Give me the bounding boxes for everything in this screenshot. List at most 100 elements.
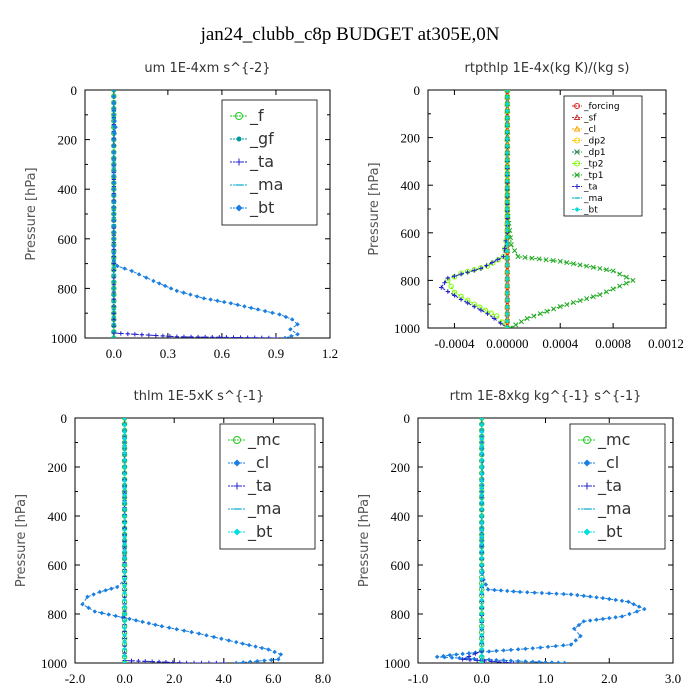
data-point: [188, 334, 194, 338]
data-point: [575, 592, 580, 598]
data-point: [504, 660, 509, 663]
legend-label: _ma: [597, 499, 631, 519]
data-point: [111, 251, 117, 256]
data-point: [494, 657, 499, 663]
data-point: [479, 618, 484, 624]
legend-marker: [574, 137, 580, 144]
data-point: [157, 281, 162, 286]
data-point: [505, 318, 510, 324]
data-point: [505, 290, 510, 296]
x-tick-label: 0.0012: [648, 336, 684, 351]
legend-label: _ma: [583, 194, 603, 204]
data-point: [467, 657, 473, 663]
data-point: [642, 606, 647, 612]
data-point: [111, 90, 117, 93]
data-point: [505, 143, 510, 149]
data-point: [144, 275, 149, 280]
legend-label: _ta: [249, 152, 274, 172]
data-point: [495, 257, 500, 262]
legend-label: _bt: [249, 198, 274, 218]
data-point: [177, 660, 182, 663]
legend-marker: [235, 112, 243, 120]
legend-marker: [574, 172, 580, 178]
data-point: [556, 660, 561, 663]
data-point: [174, 334, 180, 338]
data-point: [111, 149, 117, 155]
data-point: [122, 520, 127, 526]
data-point: [122, 583, 127, 589]
y-tick-label: 600: [58, 232, 78, 247]
data-point: [129, 658, 134, 663]
data-point: [136, 272, 142, 277]
plot-area: [80, 418, 284, 663]
data-point: [167, 625, 172, 630]
data-point: [550, 258, 556, 264]
data-point: [188, 292, 193, 297]
y-tick-label: 1000: [384, 656, 410, 671]
data-point: [485, 587, 491, 592]
data-point: [122, 611, 127, 617]
data-point: [507, 325, 513, 328]
legend-label: _ma: [249, 175, 283, 195]
data-point: [266, 647, 271, 652]
data-point: [479, 457, 484, 463]
y-tick-label: 0: [61, 411, 68, 426]
legend-marker: [235, 204, 243, 212]
data-point: [473, 651, 478, 656]
data-point: [201, 296, 207, 301]
data-point: [458, 297, 464, 302]
data-point: [479, 520, 484, 526]
data-point: [221, 660, 226, 663]
data-point: [546, 591, 552, 596]
data-point: [564, 259, 570, 266]
data-point: [149, 659, 155, 663]
data-point: [505, 101, 510, 107]
data-point: [122, 632, 127, 638]
data-point: [581, 593, 586, 599]
legend-label: _tp1: [583, 171, 603, 181]
data-point: [564, 302, 570, 308]
data-point: [479, 611, 484, 617]
data-point: [619, 598, 625, 604]
data-point: [498, 588, 504, 593]
data-point: [91, 592, 96, 597]
data-point: [111, 211, 117, 217]
data-point: [474, 658, 480, 663]
data-point: [597, 292, 603, 298]
data-point: [156, 659, 162, 663]
data-point: [544, 308, 550, 314]
data-point: [122, 534, 127, 540]
data-point: [113, 125, 118, 130]
data-point: [174, 626, 179, 632]
data-point: [636, 604, 642, 609]
data-point: [538, 645, 543, 650]
x-tick-label: -1.0: [408, 671, 429, 686]
series_bt: [505, 90, 510, 328]
data-point: [259, 335, 265, 338]
x-tick-label: 0.0: [116, 671, 132, 686]
data-point: [272, 649, 277, 655]
data-point: [215, 298, 220, 303]
data-point: [184, 660, 189, 663]
y-axis-label: Pressure [hPa]: [357, 494, 372, 587]
data-point: [479, 450, 484, 456]
data-point: [626, 599, 631, 604]
y-tick-label: 200: [401, 131, 421, 146]
chart-panel-4: rtm 1E-8xkg kg^{-1} s^{-1} Pressure [hPa]…: [357, 389, 681, 686]
data-point: [170, 660, 176, 663]
data-point: [111, 143, 117, 148]
data-point: [111, 156, 117, 161]
data-point: [458, 272, 464, 277]
data-point: [234, 639, 239, 645]
data-point: [278, 652, 284, 657]
data-point: [111, 137, 117, 142]
y-tick-label: 400: [58, 182, 78, 197]
data-point: [511, 589, 516, 594]
y-tick-label: 200: [58, 133, 78, 148]
data-point: [276, 657, 281, 662]
data-point: [623, 280, 629, 286]
data-point: [99, 610, 104, 616]
data-point: [587, 618, 593, 623]
x-tick-label: 6.0: [265, 671, 281, 686]
